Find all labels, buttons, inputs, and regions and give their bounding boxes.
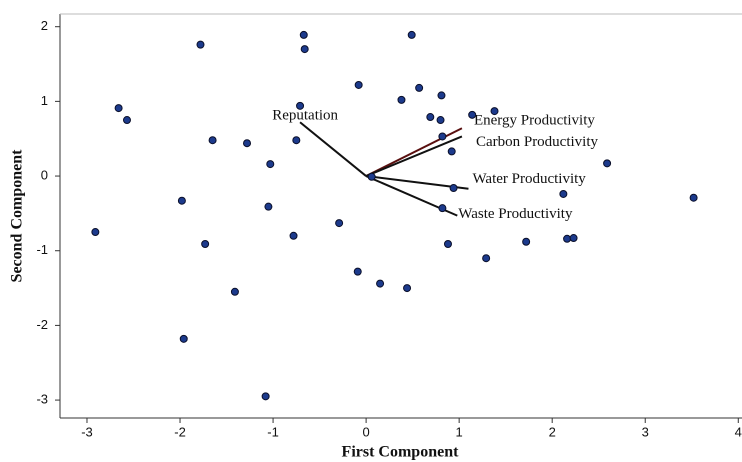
- y-tick-label: -3: [36, 392, 48, 407]
- loading-label: Waste Productivity: [458, 206, 573, 222]
- point: [563, 234, 572, 243]
- loading-label: Energy Productivity: [474, 113, 595, 129]
- point: [407, 30, 416, 39]
- x-tick-label: -3: [81, 424, 93, 439]
- point: [230, 287, 239, 296]
- point: [468, 110, 477, 119]
- point: [266, 160, 275, 169]
- point: [490, 107, 499, 116]
- point: [299, 30, 308, 39]
- point: [114, 104, 123, 113]
- loading-vector: [365, 127, 463, 177]
- x-tick-label: -2: [174, 424, 186, 439]
- point: [177, 196, 186, 205]
- point: [289, 231, 298, 240]
- point: [449, 183, 458, 192]
- loading-vector: [365, 135, 463, 177]
- point: [122, 116, 131, 125]
- loading-label: Reputation: [272, 108, 338, 124]
- point: [367, 172, 376, 181]
- x-tick-label: 4: [735, 424, 742, 439]
- point: [426, 113, 435, 122]
- point: [91, 228, 100, 237]
- point: [438, 132, 447, 141]
- point: [261, 392, 270, 401]
- x-tick-label: 2: [549, 424, 556, 439]
- x-tick-label: 0: [362, 424, 369, 439]
- point: [208, 136, 217, 145]
- point: [292, 136, 301, 145]
- point: [376, 279, 385, 288]
- y-tick-label: 1: [41, 93, 48, 108]
- point: [436, 116, 445, 125]
- point: [559, 189, 568, 198]
- point: [415, 83, 424, 92]
- x-axis-label: First Component: [342, 444, 460, 461]
- point: [522, 237, 531, 246]
- point: [443, 240, 452, 249]
- y-axis-label: Second Component: [9, 149, 26, 283]
- point: [603, 159, 612, 168]
- y-tick-label: -1: [36, 242, 48, 257]
- x-tick-label: -1: [267, 424, 279, 439]
- point: [264, 202, 273, 211]
- point: [354, 80, 363, 89]
- loading-vector: [299, 121, 367, 177]
- point: [397, 95, 406, 104]
- y-tick-label: 0: [41, 167, 48, 182]
- point: [196, 40, 205, 49]
- x-tick-label: 1: [456, 424, 463, 439]
- point: [201, 240, 210, 249]
- point: [243, 139, 252, 148]
- y-tick-label: 2: [41, 18, 48, 33]
- point: [353, 267, 362, 276]
- point: [438, 204, 447, 213]
- point: [403, 284, 412, 293]
- point: [335, 219, 344, 228]
- loading-label: Carbon Productivity: [476, 134, 599, 150]
- point: [179, 334, 188, 343]
- point: [437, 91, 446, 100]
- point: [300, 45, 309, 54]
- point: [569, 234, 578, 243]
- point: [447, 147, 456, 156]
- loading-label: Water Productivity: [472, 171, 586, 187]
- point: [689, 193, 698, 202]
- y-tick-label: -2: [36, 317, 48, 332]
- point: [482, 254, 491, 263]
- x-tick-label: 3: [642, 424, 649, 439]
- point: [296, 101, 305, 110]
